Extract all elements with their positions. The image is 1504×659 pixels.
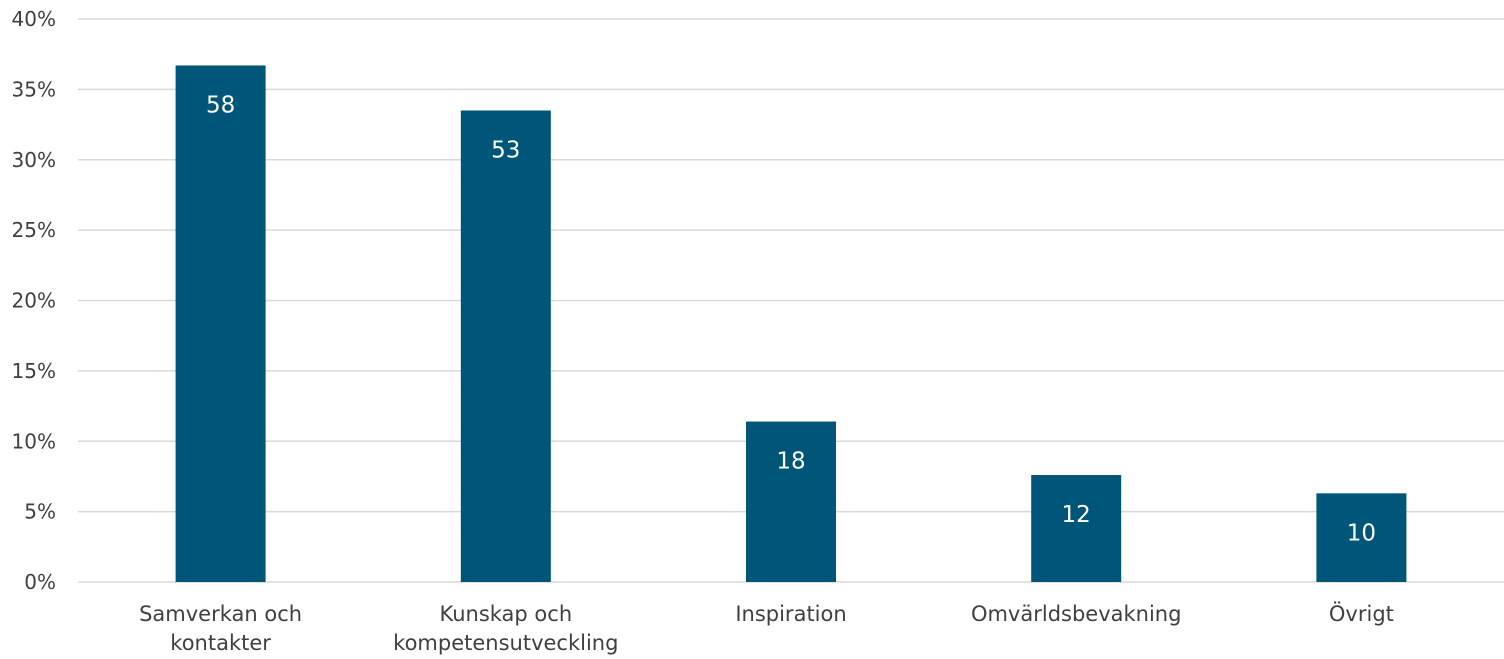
x-tick-label: Inspiration [735,602,846,626]
y-tick-label: 30% [12,148,56,172]
x-tick-label: Kunskap och kompetensutveckling [393,602,618,655]
y-tick-label: 10% [12,429,56,453]
data-label: 12 [1062,502,1091,528]
x-axis-labels: Samverkan och kontakter Kunskap och kompete… [139,601,1394,655]
bar [1031,475,1122,582]
y-tick-label: 40% [12,7,56,31]
y-tick-label: 0% [24,570,56,594]
y-tick-label: 25% [12,218,56,242]
bar [746,421,836,582]
data-label: 10 [1347,520,1376,546]
bar [175,65,266,582]
data-label: 58 [206,92,235,118]
y-tick-label: 15% [12,359,56,383]
data-labels: 58 53 18 12 10 [206,92,1376,546]
y-tick-label: 5% [24,500,56,524]
x-tick-label: Samverkan och kontakter [139,602,302,655]
y-tick-label: 35% [12,77,56,101]
bar [1316,493,1407,582]
x-tick-label: Omvärldsbevakning [971,602,1182,626]
y-axis-ticks: 0% 5% 10% 15% 20% 25% 30% 35% 40% [12,7,56,594]
bars [175,65,1407,583]
data-label: 18 [776,449,805,475]
y-tick-label: 20% [12,289,56,313]
bar [460,110,551,583]
grid-lines [78,18,1504,583]
x-tick-label: Övrigt [1329,601,1394,626]
data-label: 53 [491,137,520,163]
